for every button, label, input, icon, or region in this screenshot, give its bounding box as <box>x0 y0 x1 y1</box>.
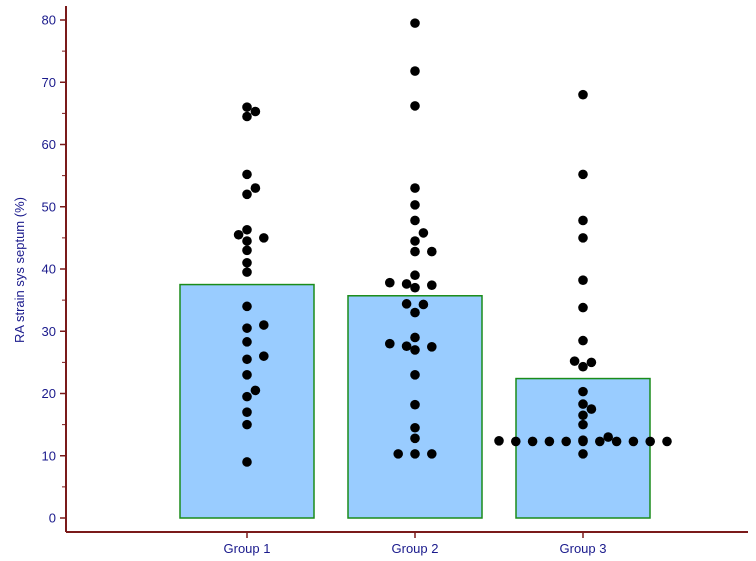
data-point <box>401 341 412 351</box>
data-point <box>242 257 252 268</box>
data-point <box>259 351 269 361</box>
data-point <box>242 236 252 246</box>
data-point <box>527 436 538 447</box>
data-point <box>242 169 252 180</box>
data-point <box>595 436 605 447</box>
data-point <box>494 436 504 446</box>
data-point <box>242 457 252 467</box>
data-point <box>645 436 655 447</box>
data-point <box>410 183 420 193</box>
data-point <box>242 337 252 347</box>
data-point <box>233 229 244 240</box>
data-point <box>410 270 420 281</box>
data-point <box>410 332 420 343</box>
data-point <box>242 301 252 312</box>
data-point <box>242 323 252 333</box>
data-point <box>410 66 420 76</box>
data-point <box>578 233 588 243</box>
data-point <box>242 111 252 122</box>
data-point <box>511 436 521 447</box>
data-point <box>385 338 395 349</box>
data-point <box>410 307 420 318</box>
data-point <box>401 299 412 309</box>
data-point <box>662 436 672 447</box>
data-point <box>569 356 580 366</box>
data-point <box>578 302 588 313</box>
y-tick-label: 30 <box>42 324 56 339</box>
data-point <box>242 370 252 380</box>
data-point <box>578 361 588 372</box>
data-point <box>242 224 252 235</box>
data-point <box>242 267 252 277</box>
y-tick-label: 60 <box>42 137 56 152</box>
data-point <box>628 436 639 447</box>
data-point <box>410 345 420 355</box>
data-point <box>578 419 588 430</box>
data-point <box>603 432 613 442</box>
data-point <box>242 189 252 200</box>
data-point <box>410 246 420 257</box>
dots-layer <box>233 18 672 467</box>
data-point <box>427 280 437 290</box>
x-category-label: Group 1 <box>224 541 271 556</box>
data-point <box>410 200 420 210</box>
data-point <box>578 449 588 459</box>
data-point <box>410 433 420 444</box>
data-point <box>418 299 429 310</box>
data-point <box>427 246 437 257</box>
data-point <box>586 404 597 414</box>
data-point <box>250 183 261 193</box>
data-point <box>427 449 437 459</box>
data-point <box>578 386 588 397</box>
y-tick-label: 70 <box>42 75 56 90</box>
data-point <box>410 282 420 293</box>
data-point <box>410 236 420 246</box>
data-point <box>401 279 412 289</box>
data-point <box>410 399 420 410</box>
data-point <box>410 215 420 226</box>
data-point <box>578 215 588 226</box>
data-point <box>578 435 588 445</box>
data-point <box>410 449 420 459</box>
data-point <box>410 370 420 380</box>
x-category-label: Group 2 <box>392 541 439 556</box>
data-point <box>578 335 588 346</box>
data-point <box>578 169 588 180</box>
data-point <box>578 89 588 100</box>
data-point <box>250 106 261 117</box>
data-point <box>561 436 571 447</box>
data-point <box>578 275 588 286</box>
y-axis-title: RA strain sys septum (%) <box>12 197 27 343</box>
data-point <box>259 233 269 243</box>
data-point <box>242 354 252 365</box>
data-point <box>611 436 622 447</box>
data-point <box>242 391 252 402</box>
data-point <box>250 385 261 396</box>
data-point <box>544 436 555 447</box>
data-point <box>259 320 269 330</box>
data-point <box>393 449 404 459</box>
y-tick-label: 10 <box>42 448 56 463</box>
data-point <box>242 102 252 112</box>
axes-layer: 0 10 20 30 40 50 60 70 80 Group 1 Group 2 Group 3 <box>42 6 748 556</box>
data-point <box>242 407 252 417</box>
data-point <box>578 410 588 421</box>
y-tick-label: 40 <box>42 262 56 277</box>
y-tick-label: 80 <box>42 13 56 28</box>
data-point <box>410 422 420 433</box>
data-point <box>427 342 437 352</box>
data-point <box>385 277 395 288</box>
y-tick-label: 20 <box>42 386 56 401</box>
data-point <box>410 101 420 111</box>
x-category-label: Group 3 <box>560 541 607 556</box>
data-point <box>586 357 597 368</box>
data-point <box>242 245 252 256</box>
y-tick-label: 0 <box>49 511 56 526</box>
data-point <box>418 228 429 238</box>
data-point <box>578 399 588 409</box>
y-tick-label: 50 <box>42 199 56 214</box>
data-point <box>410 18 420 28</box>
data-point <box>242 419 252 430</box>
